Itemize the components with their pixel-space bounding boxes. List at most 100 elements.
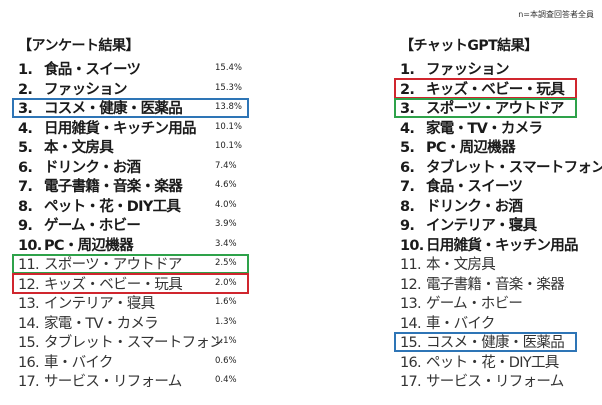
category-label: ペット・花・DIY工具 [426, 354, 559, 371]
rank-number: 11. [400, 257, 422, 273]
ranking-row: 1. 食品・スイーツ 15.4% [18, 59, 258, 79]
percentage-value: 1.1% [215, 336, 237, 346]
rank-number: 11. [18, 257, 40, 273]
chatgpt-results-title: 【チャットGPT結果】 [400, 38, 538, 54]
percentage-value: 10.1% [215, 141, 243, 151]
percentage-value: 2.5% [215, 258, 237, 268]
survey-results-list: 1. 食品・スイーツ 15.4% 2. ファッション 15.3% 3. コスメ・健康・医薬品 1… [12, 59, 258, 391]
percentage-value: 1.6% [215, 297, 237, 307]
rank-number: 5. [400, 140, 415, 156]
percentage-value: 2.0% [215, 277, 237, 288]
percentage-value: 13.8% [215, 102, 243, 112]
rank-number: 10. [400, 237, 424, 254]
rank-number: 6. [400, 159, 415, 176]
chatgpt-results-panel: 【チャットGPT結果】 1. ファッション 2. キッズ・ベビー・玩具 3. スポーツ・ア… [394, 36, 602, 391]
category-label: 家電・TV・カメラ [44, 315, 159, 332]
ranking-row: 4. 日用雑貨・キッチン用品 10.1% [18, 118, 258, 138]
ranking-row: 15. コスメ・健康・医薬品 [400, 332, 600, 352]
rank-number: 9. [18, 218, 33, 234]
rank-number: 6. [18, 159, 33, 176]
category-label: PC・周辺機器 [44, 237, 134, 254]
category-label: PC・周辺機器 [426, 140, 516, 156]
rank-number: 2. [400, 81, 415, 98]
rank-number: 16. [18, 354, 40, 371]
ranking-row: 3. スポーツ・アウトドア [400, 98, 600, 118]
survey-results-title: 【アンケート結果】 [18, 38, 139, 54]
category-label: タブレット・スマートフォン [426, 159, 602, 176]
percentage-value: 4.6% [215, 180, 237, 190]
rank-number: 4. [400, 120, 415, 137]
ranking-row: 5. 本・文房具 10.1% [18, 137, 258, 157]
ranking-row: 11. 本・文房具 [400, 254, 600, 274]
category-label: ペット・花・DIY工具 [44, 198, 181, 215]
ranking-row: 14. 家電・TV・カメラ 1.3% [18, 313, 258, 333]
category-label: 食品・スイーツ [426, 179, 523, 195]
rank-number: 5. [18, 140, 33, 156]
category-label: ファッション [44, 81, 128, 98]
ranking-row: 5. PC・周辺機器 [400, 137, 600, 157]
rank-number: 7. [18, 179, 33, 195]
ranking-row: 12. キッズ・ベビー・玩具 2.0% [18, 274, 258, 294]
ranking-row: 8. ドリンク・お酒 [400, 196, 600, 216]
category-label: 車・バイク [426, 315, 495, 332]
percentage-value: 3.4% [215, 238, 237, 249]
rank-number: 3. [18, 101, 33, 117]
category-label: 日用雑貨・キッチン用品 [426, 237, 579, 254]
rank-number: 14. [400, 315, 422, 332]
ranking-row: 13. インテリア・寝具 1.6% [18, 293, 258, 313]
rank-number: 8. [400, 198, 415, 215]
category-label: 日用雑貨・キッチン用品 [44, 120, 197, 137]
category-label: ファッション [426, 62, 510, 78]
percentage-value: 4.0% [215, 199, 237, 210]
category-label: 食品・スイーツ [44, 62, 141, 78]
ranking-row: 9. ゲーム・ホビー 3.9% [18, 215, 258, 235]
category-label: 本・文房具 [426, 257, 496, 273]
category-label: キッズ・ベビー・玩具 [426, 81, 565, 98]
ranking-row: 9. インテリア・寝具 [400, 215, 600, 235]
category-label: ゲーム・ホビー [426, 296, 523, 312]
ranking-row: 16. ペット・花・DIY工具 [400, 352, 600, 372]
percentage-value: 15.4% [215, 63, 243, 73]
ranking-row: 17. サービス・リフォーム [400, 371, 600, 391]
percentage-value: 7.4% [215, 160, 237, 171]
ranking-row: 2. キッズ・ベビー・玩具 [400, 79, 600, 99]
category-label: インテリア・寝具 [44, 296, 155, 312]
rank-number: 12. [18, 276, 40, 293]
percentage-value: 15.3% [215, 82, 243, 93]
ranking-row: 6. タブレット・スマートフォン [400, 157, 602, 177]
rank-number: 7. [400, 179, 415, 195]
percentage-value: 3.9% [215, 219, 237, 229]
ranking-row: 15. タブレット・スマートフォン 1.1% [18, 332, 258, 352]
category-label: 電子書籍・音楽・楽器 [426, 276, 565, 293]
rank-number: 4. [18, 120, 33, 137]
ranking-row: 6. ドリンク・お酒 7.4% [18, 157, 258, 177]
category-label: コスメ・健康・医薬品 [44, 101, 183, 117]
ranking-row: 4. 家電・TV・カメラ [400, 118, 600, 138]
survey-results-panel: 【アンケート結果】 1. 食品・スイーツ 15.4% 2. ファッション 15.3% 3. コ… [12, 36, 258, 391]
category-label: 本・文房具 [44, 140, 114, 156]
category-label: ドリンク・お酒 [44, 159, 141, 176]
category-label: 電子書籍・音楽・楽器 [44, 179, 183, 195]
category-label: タブレット・スマートフォン [44, 335, 224, 351]
rank-number: 3. [400, 101, 415, 117]
category-label: スポーツ・アウトドア [44, 257, 182, 273]
percentage-value: 0.6% [215, 355, 237, 366]
rank-number: 15. [18, 335, 40, 351]
category-label: コスメ・健康・医薬品 [426, 335, 565, 351]
rank-number: 10. [18, 237, 42, 254]
category-label: サービス・リフォーム [44, 374, 182, 390]
category-label: サービス・リフォーム [426, 374, 564, 390]
category-label: 家電・TV・カメラ [426, 120, 543, 137]
ranking-row: 3. コスメ・健康・医薬品 13.8% [18, 98, 258, 118]
ranking-row: 16. 車・バイク 0.6% [18, 352, 258, 372]
ranking-row: 1. ファッション [400, 59, 600, 79]
rank-number: 1. [400, 62, 415, 78]
ranking-row: 17. サービス・リフォーム 0.4% [18, 371, 258, 391]
percentage-value: 10.1% [215, 121, 243, 132]
rank-number: 12. [400, 276, 422, 293]
percentage-value: 0.4% [215, 375, 237, 385]
rank-number: 8. [18, 198, 33, 215]
rank-number: 13. [18, 296, 40, 312]
category-label: スポーツ・アウトドア [426, 101, 564, 117]
rank-number: 9. [400, 218, 415, 234]
